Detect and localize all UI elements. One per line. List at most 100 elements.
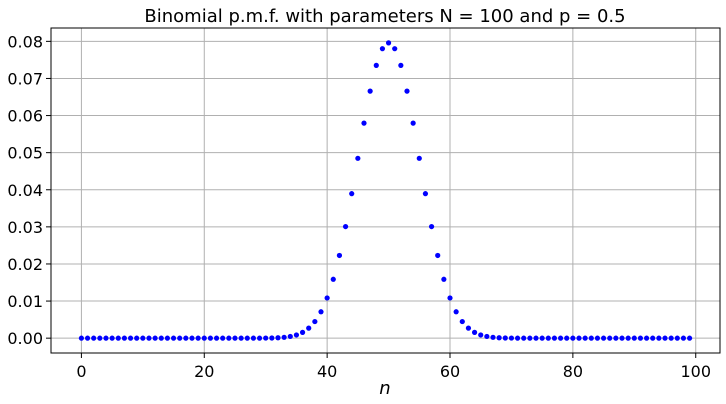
y-tick-label-0: 0.00 bbox=[7, 329, 43, 348]
y-tick-label-3: 0.03 bbox=[7, 218, 43, 237]
y-tick-label-5: 0.05 bbox=[7, 144, 43, 163]
x-tick-label-4: 80 bbox=[563, 362, 583, 381]
data-point-41 bbox=[330, 276, 336, 282]
data-point-5 bbox=[109, 335, 115, 341]
data-point-27 bbox=[244, 335, 250, 341]
data-point-63 bbox=[465, 325, 472, 331]
data-point-21 bbox=[207, 335, 214, 341]
data-point-47 bbox=[367, 88, 373, 94]
data-point-37 bbox=[306, 325, 312, 331]
y-tick-label-4: 0.04 bbox=[7, 181, 43, 200]
data-point-2 bbox=[91, 335, 97, 341]
data-point-60 bbox=[447, 295, 453, 301]
data-point-79 bbox=[564, 335, 570, 341]
y-tick-label-2: 0.02 bbox=[7, 255, 43, 274]
x-axis-ticks: 0 20 40 60 80 100 bbox=[76, 353, 711, 381]
data-point-6 bbox=[115, 335, 121, 341]
data-point-44 bbox=[349, 191, 355, 197]
data-point-38 bbox=[312, 318, 318, 325]
data-point-39 bbox=[318, 309, 324, 315]
data-point-73 bbox=[527, 335, 533, 341]
data-point-87 bbox=[613, 335, 619, 341]
data-point-86 bbox=[607, 335, 613, 341]
data-point-43 bbox=[342, 223, 349, 230]
data-point-12 bbox=[152, 335, 158, 341]
x-tick-label-5: 100 bbox=[680, 362, 711, 381]
data-point-77 bbox=[551, 335, 558, 341]
y-tick-label-6: 0.06 bbox=[7, 107, 43, 126]
x-tick-label-3: 60 bbox=[440, 362, 460, 381]
y-tick-label-8: 0.08 bbox=[7, 32, 43, 51]
grid-lines bbox=[51, 28, 720, 353]
y-tick-label-1: 0.01 bbox=[7, 292, 43, 311]
data-point-84 bbox=[594, 335, 601, 341]
data-point-99 bbox=[686, 335, 693, 341]
data-point-83 bbox=[588, 335, 594, 341]
data-point-98 bbox=[680, 335, 687, 341]
data-point-89 bbox=[625, 335, 631, 341]
data-point-25 bbox=[232, 335, 238, 341]
x-tick-label-1: 20 bbox=[194, 362, 214, 381]
data-point-95 bbox=[662, 335, 668, 341]
data-point-23 bbox=[220, 335, 226, 341]
data-point-7 bbox=[121, 335, 128, 341]
data-point-48 bbox=[373, 62, 379, 68]
data-point-59 bbox=[441, 276, 447, 282]
data-point-66 bbox=[484, 333, 490, 340]
data-point-32 bbox=[275, 335, 281, 341]
data-point-54 bbox=[410, 120, 416, 126]
data-point-14 bbox=[164, 335, 171, 341]
y-axis-ticks: 0.00 0.01 0.02 0.03 0.04 0.05 0.06 0.07 0.08 bbox=[7, 32, 51, 348]
data-point-80 bbox=[570, 335, 576, 341]
data-point-20 bbox=[201, 335, 207, 341]
data-point-4 bbox=[103, 335, 109, 341]
data-point-52 bbox=[398, 62, 404, 68]
data-point-9 bbox=[134, 335, 140, 341]
y-tick-label-7: 0.07 bbox=[7, 69, 43, 88]
data-point-53 bbox=[404, 88, 410, 94]
data-point-56 bbox=[422, 191, 429, 197]
data-point-18 bbox=[189, 335, 195, 341]
data-point-81 bbox=[576, 335, 582, 341]
x-tick-label-0: 0 bbox=[76, 362, 86, 381]
data-point-93 bbox=[650, 335, 656, 341]
data-point-68 bbox=[496, 335, 502, 341]
data-point-67 bbox=[490, 334, 496, 340]
data-points bbox=[78, 40, 693, 341]
data-point-70 bbox=[508, 335, 515, 341]
data-point-85 bbox=[600, 335, 607, 341]
data-point-46 bbox=[361, 120, 367, 126]
data-point-50 bbox=[385, 40, 392, 46]
x-axis-label: n bbox=[379, 378, 390, 399]
data-point-13 bbox=[158, 335, 164, 341]
data-point-96 bbox=[668, 335, 674, 341]
data-point-64 bbox=[471, 329, 478, 335]
data-point-0 bbox=[78, 335, 85, 341]
data-point-22 bbox=[213, 335, 220, 341]
data-point-65 bbox=[478, 332, 484, 338]
data-point-75 bbox=[539, 335, 545, 341]
data-point-72 bbox=[521, 335, 527, 341]
data-point-51 bbox=[392, 46, 398, 52]
data-point-97 bbox=[674, 335, 680, 341]
data-point-61 bbox=[453, 309, 459, 315]
data-point-16 bbox=[177, 335, 183, 341]
x-tick-label-2: 40 bbox=[317, 362, 337, 381]
data-point-82 bbox=[582, 335, 588, 341]
data-point-49 bbox=[379, 46, 386, 52]
data-point-58 bbox=[435, 252, 441, 259]
plot-frame bbox=[50, 27, 721, 354]
data-point-94 bbox=[656, 335, 662, 341]
data-point-31 bbox=[269, 335, 275, 341]
data-point-55 bbox=[416, 155, 422, 161]
data-point-74 bbox=[533, 335, 539, 341]
data-point-62 bbox=[459, 318, 465, 325]
data-point-19 bbox=[195, 335, 201, 341]
data-point-35 bbox=[293, 332, 300, 338]
data-point-26 bbox=[238, 335, 244, 341]
data-point-10 bbox=[140, 335, 146, 341]
plot-area bbox=[51, 28, 720, 353]
data-point-45 bbox=[355, 155, 361, 161]
data-point-36 bbox=[299, 329, 306, 335]
